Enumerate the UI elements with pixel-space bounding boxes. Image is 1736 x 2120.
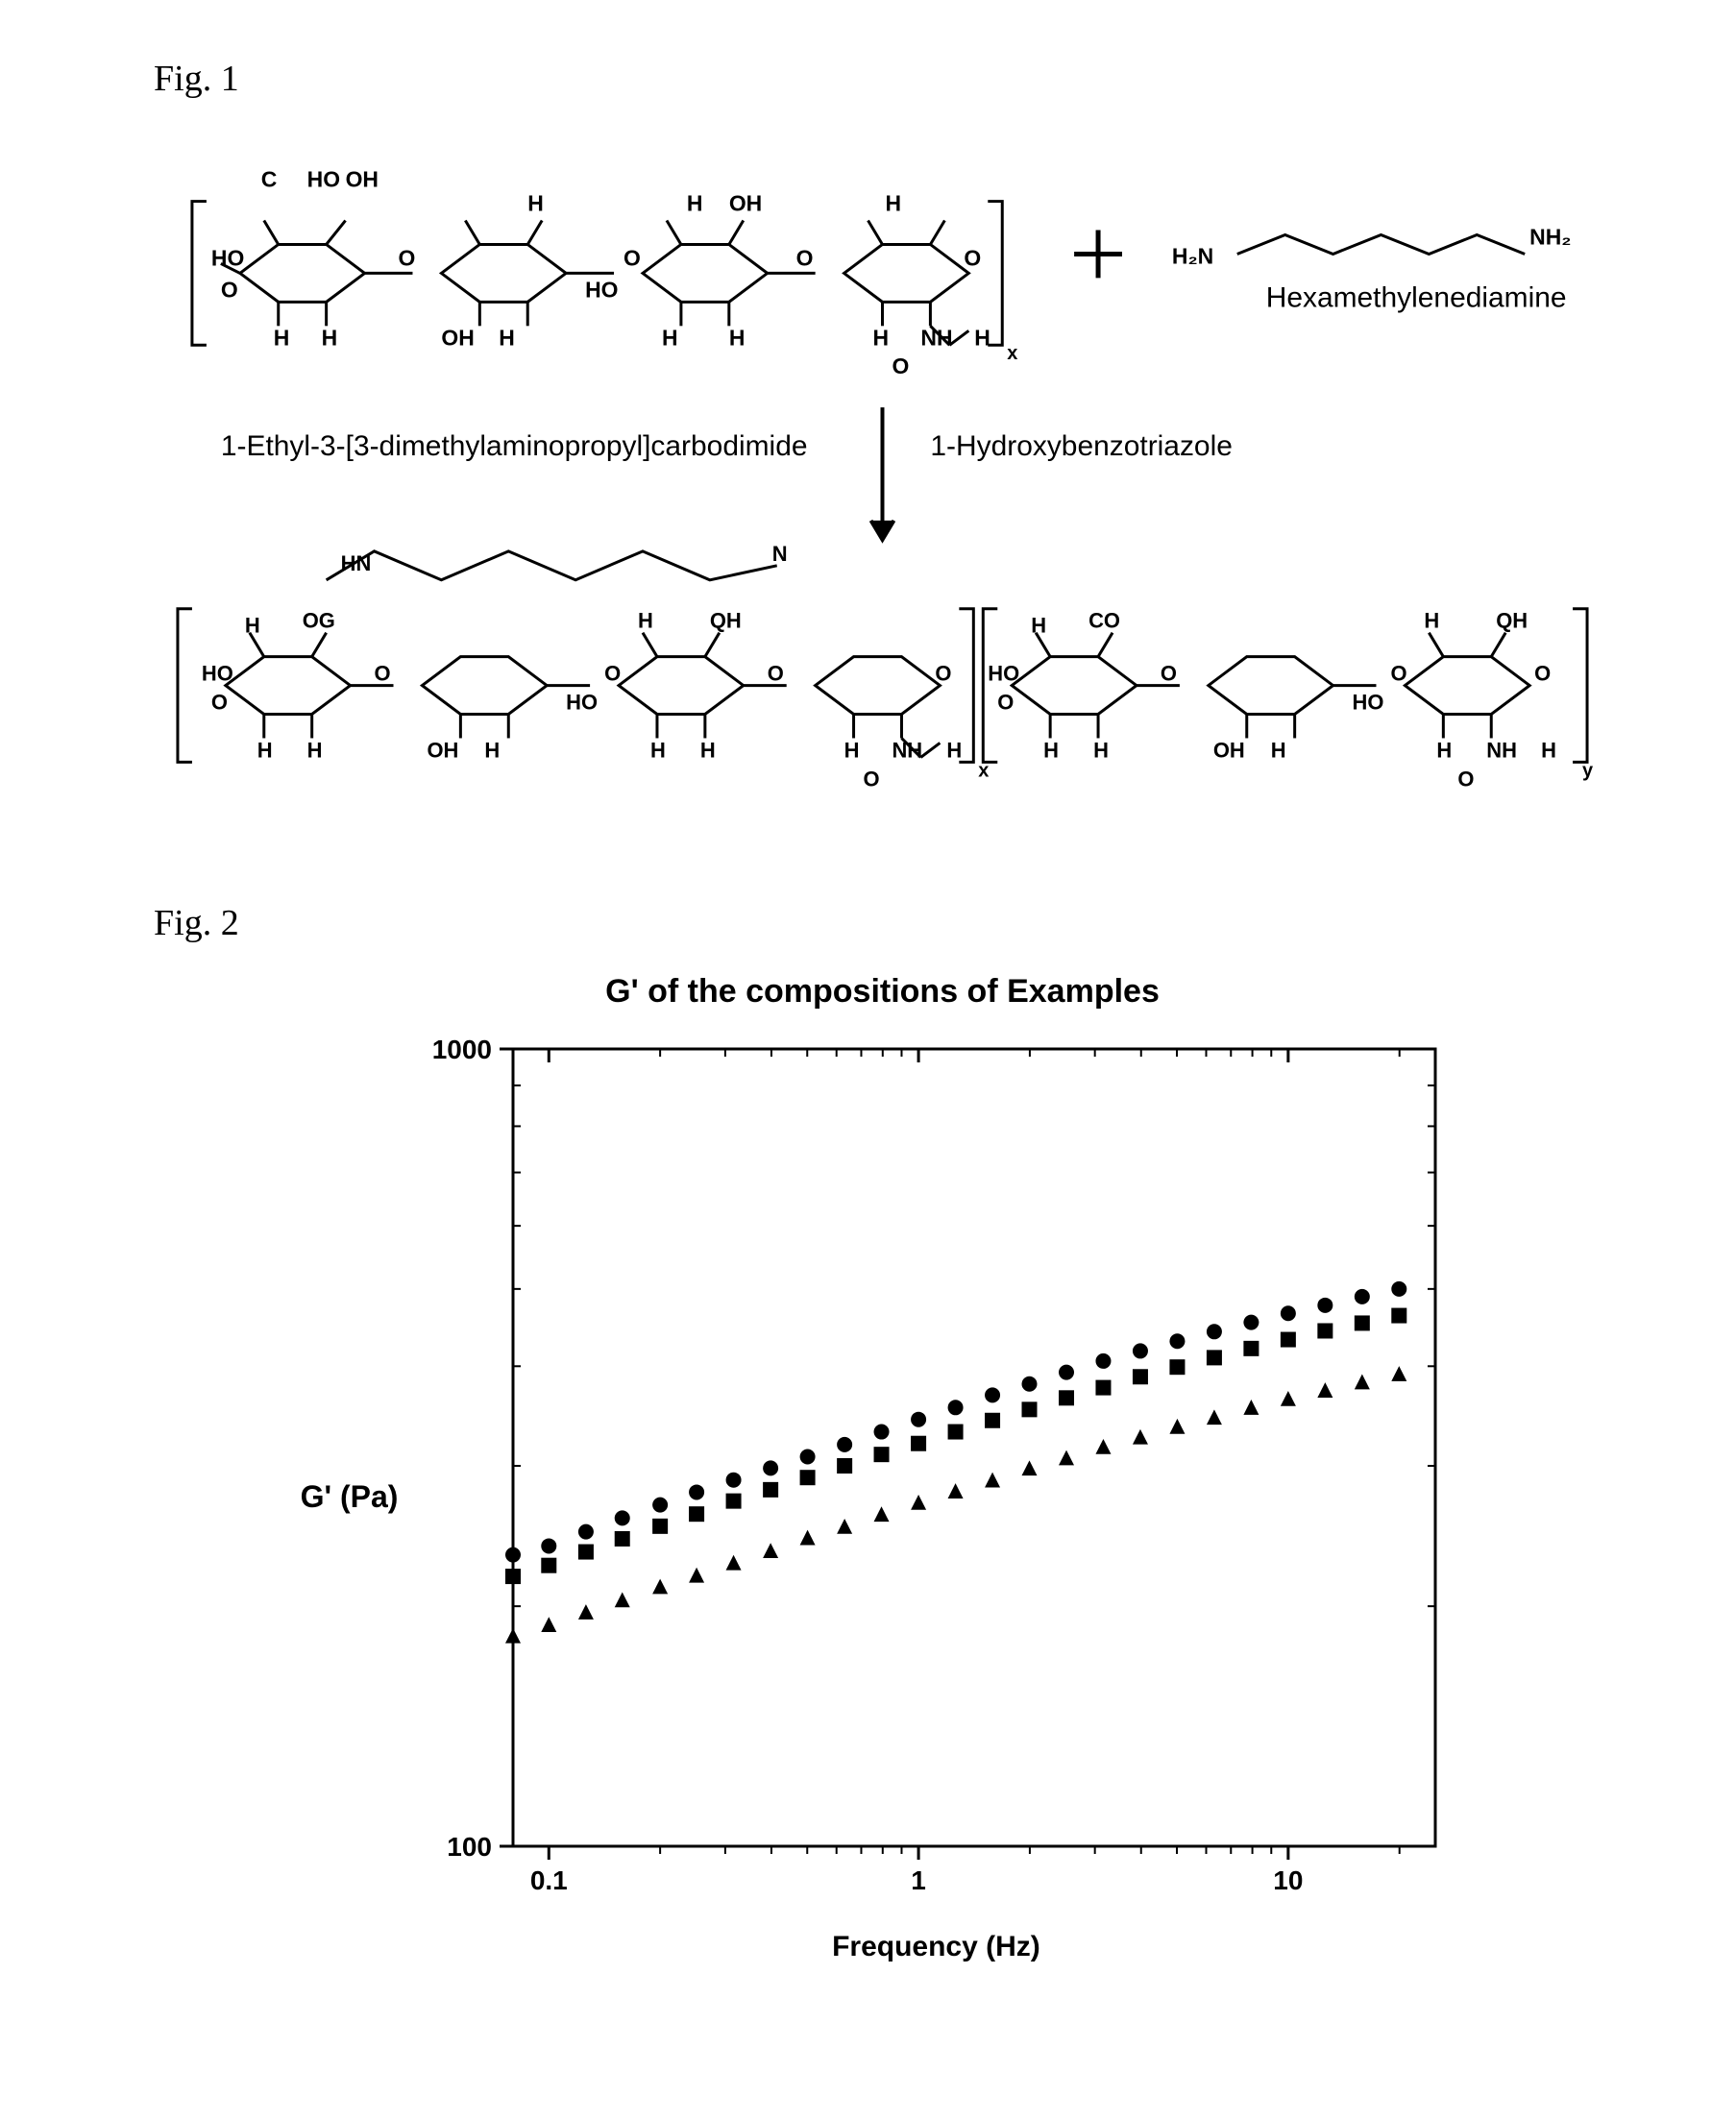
svg-text:OG: OG — [303, 609, 335, 633]
svg-text:C: C — [261, 167, 278, 192]
svg-text:100: 100 — [448, 1832, 493, 1862]
svg-text:O: O — [964, 245, 981, 270]
scatter-chart: 0.1 1 10 100 1000 — [407, 1030, 1464, 1913]
svg-text:O: O — [1457, 767, 1474, 791]
svg-text:H: H — [1436, 738, 1452, 762]
svg-text:H: H — [885, 191, 901, 216]
svg-text:CO: CO — [1088, 609, 1120, 633]
svg-text:NH: NH — [892, 738, 922, 762]
figure-1-label: Fig. 1 — [154, 58, 1611, 100]
svg-text:OH: OH — [427, 738, 458, 762]
svg-text:NH₂: NH₂ — [1529, 224, 1571, 249]
reagent-left: 1-Ethyl-3-[3-dimethylaminopropyl]carbodi… — [221, 430, 808, 462]
svg-text:O: O — [997, 691, 1014, 715]
svg-text:H: H — [484, 738, 500, 762]
svg-text:H: H — [1031, 614, 1046, 638]
svg-text:H: H — [257, 738, 273, 762]
svg-text:HO: HO — [585, 277, 618, 302]
svg-text:H: H — [700, 738, 716, 762]
svg-text:x: x — [1007, 343, 1017, 364]
svg-text:HO: HO — [566, 691, 598, 715]
svg-text:H: H — [873, 325, 890, 350]
svg-text:H: H — [1541, 738, 1556, 762]
svg-text:H: H — [274, 325, 290, 350]
svg-text:NH: NH — [1486, 738, 1517, 762]
svg-text:H: H — [638, 609, 653, 633]
svg-text:O: O — [864, 767, 880, 791]
svg-text:H: H — [322, 325, 338, 350]
svg-text:H: H — [1043, 738, 1059, 762]
svg-text:H: H — [946, 738, 962, 762]
svg-text:H: H — [527, 191, 544, 216]
svg-text:OH: OH — [1213, 738, 1245, 762]
svg-text:O: O — [221, 277, 238, 302]
svg-text:HN: HN — [341, 551, 372, 575]
svg-text:QH: QH — [710, 609, 742, 633]
svg-text:N: N — [772, 542, 788, 566]
svg-text:H: H — [245, 614, 260, 638]
svg-text:H: H — [307, 738, 323, 762]
svg-text:OH: OH — [441, 325, 474, 350]
svg-text:HO: HO — [1353, 691, 1384, 715]
svg-text:O: O — [796, 245, 814, 270]
svg-text:10: 10 — [1274, 1865, 1304, 1895]
svg-text:O: O — [1390, 662, 1406, 686]
chart-title: G' of the compositions of Examples — [154, 973, 1611, 1011]
svg-text:HO: HO — [211, 245, 244, 270]
y-axis-label: G' (Pa) — [301, 1479, 399, 1515]
figure-2-label: Fig. 2 — [154, 902, 1611, 944]
svg-text:QH: QH — [1496, 609, 1528, 633]
x-axis-label: Frequency (Hz) — [832, 1931, 1040, 1963]
reactant-name: Hexamethylenediamine — [1266, 281, 1567, 313]
svg-text:H: H — [1093, 738, 1109, 762]
svg-text:H: H — [1271, 738, 1286, 762]
svg-text:1: 1 — [912, 1865, 927, 1895]
svg-text:O: O — [604, 662, 621, 686]
svg-text:O: O — [1161, 662, 1177, 686]
svg-text:x: x — [978, 760, 989, 781]
svg-text:O: O — [768, 662, 784, 686]
svg-text:O: O — [398, 245, 415, 270]
svg-text:H: H — [650, 738, 666, 762]
svg-text:O: O — [211, 691, 228, 715]
svg-text:0.1: 0.1 — [530, 1865, 568, 1895]
svg-text:O: O — [1534, 662, 1551, 686]
svg-text:y: y — [1582, 760, 1593, 781]
svg-text:OH: OH — [729, 191, 762, 216]
svg-text:H: H — [662, 325, 678, 350]
svg-text:H: H — [729, 325, 746, 350]
svg-text:O: O — [892, 353, 909, 378]
chemical-structure-svg: OH HO C HO O H H O OH H H HO O H H OH H … — [154, 129, 1611, 820]
svg-text:OH: OH — [346, 167, 379, 192]
svg-text:H: H — [974, 325, 990, 350]
svg-text:NH: NH — [920, 325, 952, 350]
svg-text:O: O — [375, 662, 391, 686]
svg-text:HO: HO — [988, 662, 1019, 686]
svg-text:HO: HO — [307, 167, 340, 192]
svg-text:H: H — [499, 325, 515, 350]
svg-text:H: H — [844, 738, 860, 762]
svg-text:H₂N: H₂N — [1172, 243, 1213, 268]
svg-text:O: O — [623, 245, 641, 270]
reagent-right: 1-Hydroxybenzotriazole — [930, 430, 1233, 462]
svg-text:O: O — [935, 662, 951, 686]
svg-text:HO: HO — [202, 662, 233, 686]
svg-text:H: H — [687, 191, 703, 216]
svg-text:1000: 1000 — [432, 1035, 492, 1064]
figure-2: Fig. 2 G' of the compositions of Example… — [154, 902, 1611, 1963]
svg-text:H: H — [1424, 609, 1439, 633]
figure-1: Fig. 1 — [154, 58, 1611, 825]
